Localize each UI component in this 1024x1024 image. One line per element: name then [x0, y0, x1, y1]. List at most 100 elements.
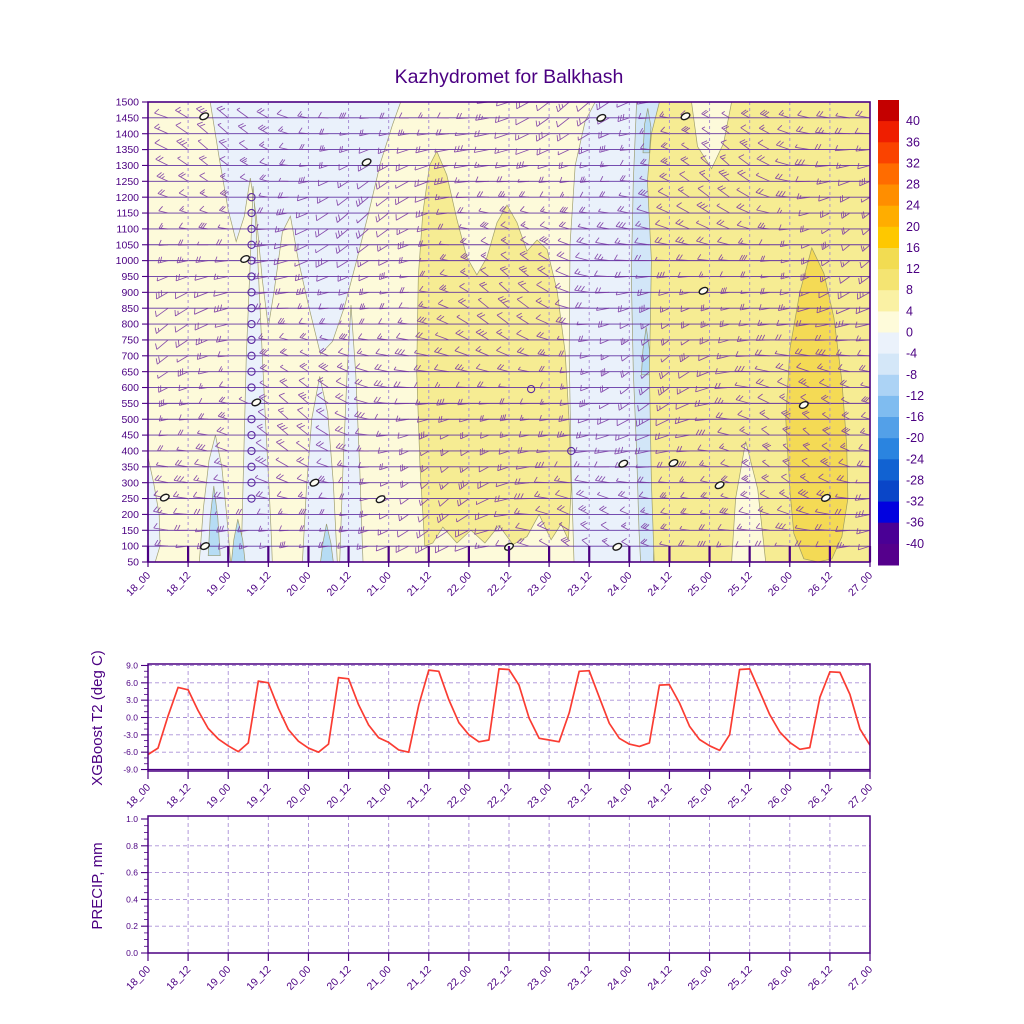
upper-y-tick-label: 450 [121, 430, 139, 442]
precip-x-tick-label: 22_00 [445, 964, 474, 993]
upper-x-tick-label: 21_00 [365, 570, 394, 599]
zero-glyph [596, 113, 607, 122]
calm-wind-circle [247, 240, 256, 249]
calm-wind-circle [247, 494, 256, 503]
zero-contour-label [375, 495, 386, 504]
contour-region [240, 186, 273, 562]
calm-wind-circle [247, 224, 256, 234]
t2-x-tick-label: 24_00 [605, 782, 634, 811]
colorbar-tick-label: -32 [906, 495, 924, 509]
precip-x-tick-label: 21_12 [405, 964, 434, 993]
precip-y-tick-label: 1.0 [126, 814, 138, 824]
contour-region [231, 519, 246, 562]
precip-y-tick-label: 0.0 [126, 948, 138, 958]
precip-y-tick-label: 0.2 [126, 921, 138, 931]
precip-panel: 1.0 0.8 0.6 0.4 0.2 0.0 18_00 18_12 19_00 19_12 20… [124, 814, 875, 993]
colorbar-tick-label: -20 [906, 431, 924, 445]
zero-glyph [375, 495, 386, 504]
precip-axis-title: PRECIP, mm [89, 842, 106, 929]
upper-y-tick-label: 1150 [116, 208, 139, 220]
zero-contour-label [199, 112, 210, 121]
zero-glyph [251, 398, 262, 407]
contour-fills [148, 102, 870, 562]
upper-y-tick-label: 800 [121, 319, 139, 331]
zero-glyph [240, 254, 251, 264]
upper-y-tick-label: 400 [121, 446, 139, 458]
zero-glyph [698, 286, 709, 295]
precip-x-tick-label: 22_12 [485, 964, 514, 993]
upper-x-tick-label: 26_00 [766, 570, 795, 599]
upper-y-tick-label: 600 [121, 382, 139, 394]
colorbar-tick-label: 0 [906, 326, 913, 340]
upper-x-tick-label: 20_12 [325, 570, 354, 599]
t2-trace-layer [148, 668, 870, 756]
t2-x-tick-label: 25_12 [726, 782, 755, 811]
precip-x-tick-label: 24_12 [645, 964, 674, 993]
upper-y-tick-label: 300 [121, 477, 139, 489]
colorbar-tick-label: 8 [906, 283, 913, 297]
calm-wind-circle [247, 383, 256, 392]
zero-glyph [200, 542, 210, 551]
upper-x-tick-label: 22_12 [485, 570, 514, 599]
calm-wind-circle [247, 478, 256, 487]
contour-region [207, 485, 221, 557]
upper-y-tick-label: 200 [121, 509, 139, 521]
calm-wind-circle [247, 446, 256, 456]
t2-x-tick-label: 26_12 [806, 782, 835, 811]
t2-panel: 9.0 6.0 3.0 0.0 -3.0 -6.0 -9.0 18_00 18_12 19_00 1… [123, 660, 875, 810]
t2-x-tick-label: 24_12 [645, 782, 674, 811]
upper-x-tick-label: 24_12 [645, 570, 674, 599]
colorbar-segment [878, 205, 899, 228]
colorbar-segment [878, 417, 899, 439]
zero-glyph [680, 112, 691, 121]
calm-wind-circle [247, 367, 256, 376]
calm-wind-circle [247, 462, 256, 471]
zero-contour-label [309, 478, 320, 487]
zero-glyph [820, 493, 831, 502]
calm-wind-circle [247, 351, 256, 360]
calm-wind-circle [247, 272, 256, 281]
upper-x-tick-label: 23_00 [525, 570, 554, 599]
t2-x-tick-label: 25_00 [686, 782, 715, 811]
upper-y-tick-label: 1100 [116, 223, 139, 235]
t2-x-tick-label: 23_00 [525, 782, 554, 811]
t2-y-tick-label: -6.0 [123, 747, 138, 757]
t2-y-tick-label: -3.0 [123, 730, 138, 740]
upper-y-tick-label: 900 [121, 287, 139, 299]
colorbar-tick-label: 32 [906, 156, 920, 170]
calm-wind-circle [247, 304, 256, 313]
zero-glyph [612, 542, 623, 551]
precip-x-tick-label: 18_00 [124, 964, 153, 993]
upper-y-tick-label: 100 [121, 541, 139, 553]
contour-region [416, 150, 572, 547]
calm-wind-circle [247, 193, 256, 202]
colorbar-segment [878, 163, 899, 185]
upper-x-tick-label: 18_00 [124, 570, 153, 599]
upper-x-tick-label: 25_12 [726, 570, 755, 599]
colorbar-segment [878, 226, 899, 249]
colorbar-segment [878, 522, 899, 545]
zero-glyph [199, 112, 210, 121]
upper-y-tick-label: 1000 [116, 255, 140, 267]
colorbar-segment [878, 395, 899, 418]
colorbar-tick-label: -4 [906, 347, 917, 361]
precip-y-tick-label: 0.6 [126, 868, 138, 878]
precip-x-tick-label: 26_12 [806, 964, 835, 993]
t2-axis-title: XGBoost T2 (deg C) [89, 650, 106, 786]
wind-barbs [148, 102, 870, 554]
zero-glyph [798, 400, 809, 410]
zero-contour-label [714, 481, 725, 490]
t2-x-tick-label: 21_00 [365, 782, 394, 811]
colorbar-tick-label: -24 [906, 452, 924, 466]
upper-y-tick-label: 950 [121, 271, 139, 283]
upper-y-tick-label: 150 [121, 525, 139, 537]
colorbar-tick-label: -36 [906, 516, 924, 530]
calm-wind-circle [247, 319, 256, 329]
precip-x-tick-label: 25_12 [726, 964, 755, 993]
precip-x-tick-label: 18_12 [164, 964, 193, 993]
colorbar-segment [878, 543, 899, 566]
t2-y-tick-label: 9.0 [126, 660, 138, 670]
upper-y-tick-label: 500 [121, 414, 139, 426]
calm-wind-circle [247, 415, 256, 424]
